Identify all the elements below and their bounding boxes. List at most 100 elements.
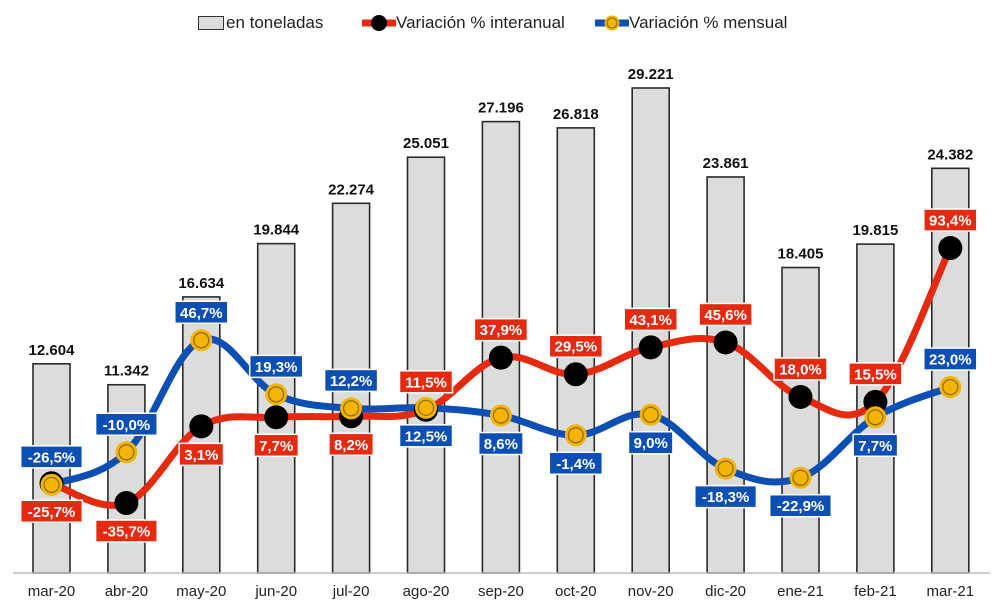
bar-value-label: 16.634: [178, 275, 225, 292]
label-mensual: 9,0%: [627, 430, 674, 455]
bar-value-label: 26.818: [553, 106, 599, 123]
marker-mensual-ring: [43, 476, 60, 493]
bar-value-label: 29.221: [628, 66, 674, 83]
bar-value-label: 22.274: [328, 181, 375, 198]
legend-bar-swatch-icon: [198, 16, 224, 30]
x-tick-label: oct-20: [555, 583, 597, 600]
markers-layer: [39, 236, 963, 516]
label-interanual: 29,5%: [548, 334, 604, 358]
label-interanual: 93,4%: [923, 208, 978, 232]
bar-value-label: 19.815: [852, 222, 898, 239]
line-value-text: -35,7%: [103, 524, 151, 541]
x-tick-label: mar-20: [28, 583, 76, 600]
marker-mensual-ring: [717, 460, 734, 477]
line-value-text: 12,5%: [405, 428, 448, 445]
x-tick-label: abr-20: [105, 583, 148, 600]
marker-mensual-ring: [343, 400, 360, 417]
line-value-text: 18,0%: [779, 361, 822, 378]
label-mensual: 7,7%: [852, 433, 899, 458]
line-value-text: 8,6%: [484, 436, 518, 453]
line-value-text: 93,4%: [929, 213, 972, 230]
x-tick-label: jun-20: [254, 583, 297, 600]
label-interanual: 3,1%: [178, 442, 225, 467]
label-interanual: 11,5%: [398, 370, 454, 394]
label-mensual: 8,6%: [477, 431, 524, 456]
line-value-text: -10,0%: [103, 417, 151, 434]
line-value-text: 15,5%: [854, 366, 897, 383]
legend: en toneladas Variación % interanual Vari…: [0, 8, 1000, 38]
label-interanual: 15,5%: [848, 362, 903, 386]
bar-value-label: 11.342: [104, 363, 149, 380]
label-mensual: -22,9%: [768, 493, 833, 518]
bar-value-label: 19.844: [253, 222, 300, 239]
legend-label-mensual: Variación % mensual: [629, 13, 788, 32]
marker-interanual: [863, 389, 888, 414]
line-value-text: 7,7%: [858, 438, 892, 455]
line-value-text: 46,7%: [180, 305, 223, 322]
label-mensual: 46,7%: [174, 300, 229, 325]
line-value-text: 3,1%: [184, 447, 218, 464]
marker-mensual-ring: [417, 399, 435, 416]
x-tick-label: sep-20: [478, 583, 524, 600]
label-mensual: 23,0%: [923, 347, 978, 371]
line-value-text: 8,2%: [334, 437, 368, 454]
marker-interanual: [638, 335, 663, 360]
line-value-text: 11,5%: [405, 374, 447, 391]
x-tick-label: ago-20: [403, 583, 450, 600]
label-mensual: -10,0%: [94, 412, 158, 436]
bar-value-label: 24.382: [927, 146, 973, 163]
bar-value-label: 25.051: [403, 135, 449, 152]
marker-interanual: [713, 330, 738, 355]
line-value-text: 12,2%: [330, 373, 373, 390]
legend-blue-line-marker-icon: [595, 15, 629, 31]
line-value-text: 7,7%: [259, 438, 293, 455]
label-interanual: 18,0%: [773, 357, 828, 381]
line-value-text: 45,6%: [704, 307, 747, 324]
line-value-text: 19,3%: [255, 359, 298, 376]
x-tick-label: jul-20: [332, 583, 370, 600]
bar-value-labels: 12.604 11.342 16.634 19.844 22.274 25.051 27.1…: [29, 66, 974, 380]
label-interanual: 7,7%: [253, 433, 300, 458]
marker-mensual-ring: [268, 386, 285, 403]
label-interanual: -35,7%: [94, 519, 158, 543]
legend-item-mensual[interactable]: Variación % mensual: [595, 8, 787, 38]
x-tick-label: feb-21: [854, 583, 897, 600]
bar-ago-20: [406, 156, 446, 574]
marker-interanual: [114, 491, 139, 516]
x-tick-label: ene-21: [777, 583, 824, 600]
x-tick-label: mar-21: [927, 583, 975, 600]
line-value-text: 43,1%: [629, 312, 672, 329]
marker-mensual-ring: [792, 469, 809, 486]
label-interanual: 37,9%: [473, 317, 529, 342]
marker-interanual: [788, 384, 813, 409]
label-interanual: 45,6%: [698, 302, 753, 327]
x-tick-label: nov-20: [628, 583, 674, 600]
bar-value-label: 12.604: [29, 342, 76, 359]
marker-interanual: [563, 362, 588, 387]
label-interanual: 43,1%: [623, 307, 678, 332]
line-value-text: 23,0%: [929, 352, 972, 369]
marker-interanual: [488, 345, 513, 370]
marker-mensual-ring: [118, 444, 135, 461]
legend-label-tonnes: en toneladas: [226, 13, 324, 32]
marker-interanual: [264, 405, 289, 430]
bar-value-label: 27.196: [478, 100, 524, 117]
marker-mensual-ring: [942, 378, 959, 396]
legend-item-interanual[interactable]: Variación % interanual: [362, 8, 565, 38]
legend-item-tonnes[interactable]: en toneladas: [198, 8, 323, 38]
marker-mensual-ring: [193, 332, 210, 349]
line-value-text: -26,5%: [28, 449, 76, 466]
marker-interanual: [189, 414, 214, 439]
label-mensual: 12,2%: [323, 368, 379, 393]
bar-dic-20: [706, 176, 745, 574]
x-tick-label: may-20: [176, 583, 226, 600]
bar-value-label: 23.861: [703, 155, 749, 172]
label-mensual: 12,5%: [398, 424, 454, 448]
legend-label-interanual: Variación % interanual: [396, 13, 565, 32]
marker-mensual-ring: [567, 427, 584, 444]
line-value-text: -25,7%: [28, 504, 76, 521]
line-value-text: 37,9%: [480, 322, 523, 339]
label-interanual: -25,7%: [19, 499, 84, 524]
label-mensual: -26,5%: [19, 445, 84, 469]
